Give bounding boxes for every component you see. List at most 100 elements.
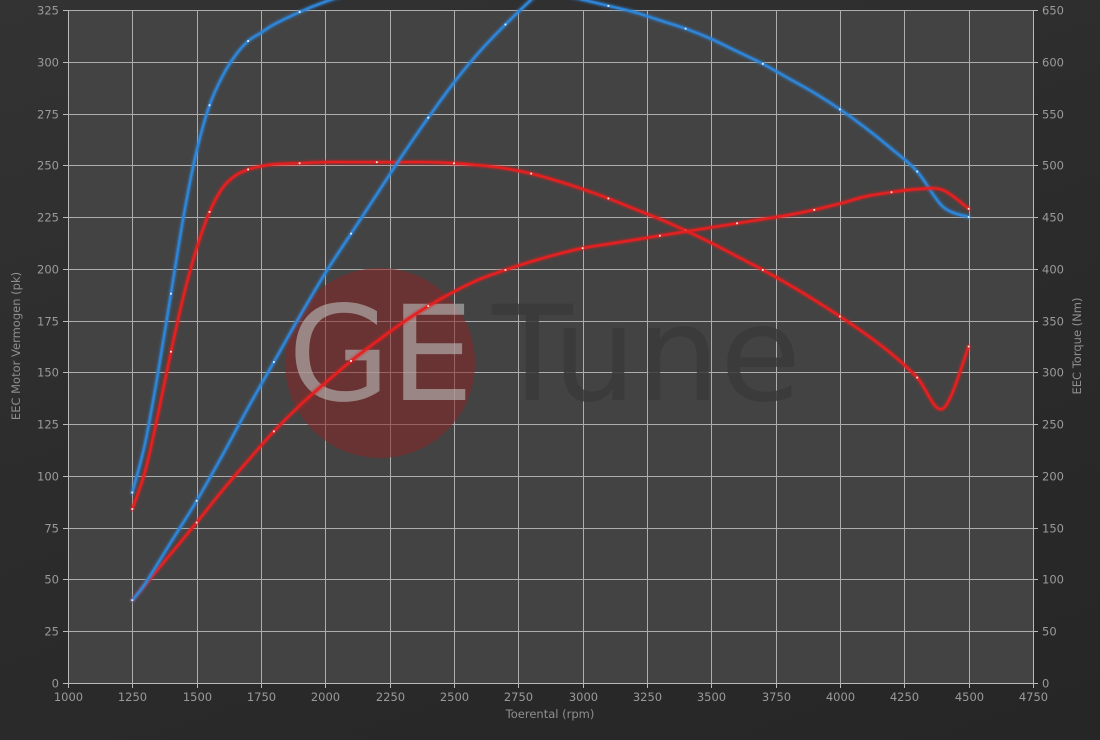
x-tick-label: 3250: [633, 690, 662, 704]
data-point-marker: [208, 104, 211, 107]
y-tick-label: 325: [37, 4, 59, 18]
data-point-marker: [195, 521, 198, 524]
data-point-marker: [453, 162, 455, 165]
x-tick-label: 1750: [247, 690, 276, 704]
data-point-marker: [195, 499, 198, 502]
y-tick-label: 100: [37, 470, 59, 484]
y-tick-label: 275: [37, 108, 59, 122]
data-point-marker: [839, 315, 841, 318]
watermark-primary-text: GE: [288, 278, 474, 432]
axes: [63, 10, 1038, 688]
y2-tick-label: 400: [1042, 263, 1064, 277]
data-point-marker: [607, 197, 610, 200]
x-tick-label: 1250: [118, 690, 147, 704]
x-tick-label: 4000: [826, 690, 855, 704]
data-point-marker: [170, 292, 172, 295]
data-point-marker: [839, 108, 841, 111]
data-point-marker: [131, 508, 134, 510]
series-curves: [128, 0, 973, 604]
data-point-marker: [530, 172, 533, 175]
x-tick-label: 2000: [311, 690, 340, 704]
data-point-marker: [375, 161, 378, 164]
data-point-marker: [298, 162, 301, 165]
data-point-marker: [131, 491, 134, 494]
y-tick-label: 150: [37, 366, 59, 380]
data-point-marker: [916, 170, 919, 173]
watermark: Tune GE: [285, 268, 801, 458]
x-tick-label: 3750: [762, 690, 791, 704]
y2-tick-label: 150: [1042, 522, 1064, 536]
y2-tick-label: 50: [1042, 625, 1057, 639]
data-point-marker: [131, 599, 134, 602]
y-tick-label: 225: [37, 211, 59, 225]
data-point-marker: [504, 23, 507, 26]
data-point-marker: [684, 27, 687, 30]
series-line: [131, 161, 970, 511]
data-point-marker: [427, 116, 430, 119]
watermark-secondary-text: Tune: [491, 278, 801, 432]
data-point-marker: [967, 207, 970, 210]
watermark-circle: [285, 268, 475, 458]
data-point-marker: [581, 247, 584, 250]
series-line: [131, 187, 970, 602]
data-point-marker: [427, 305, 430, 308]
data-point-marker: [350, 232, 352, 235]
y-tick-label: 50: [44, 573, 59, 587]
data-point-marker: [761, 62, 764, 65]
y-tick-label: 200: [37, 263, 59, 277]
data-point-marker: [208, 211, 211, 213]
x-tick-label: 1500: [183, 690, 212, 704]
data-point-marker: [272, 361, 275, 363]
x-tick-label: 2250: [376, 690, 405, 704]
y-tick-label: 0: [52, 677, 59, 691]
y2-axis-title: EEC Torque (Nm): [1070, 298, 1084, 395]
x-tick-label: 2750: [504, 690, 533, 704]
data-point-marker: [967, 345, 970, 348]
x-axis-title: Toerental (rpm): [505, 707, 595, 721]
data-point-marker: [967, 216, 970, 218]
data-point-marker: [247, 40, 250, 42]
y2-tick-label: 500: [1042, 159, 1064, 173]
y-axis-title: EEC Motor Vermogen (pk): [9, 272, 23, 420]
y2-tick-label: 550: [1042, 108, 1064, 122]
data-point-marker: [504, 268, 507, 271]
data-point-marker: [298, 11, 301, 13]
data-point-marker: [350, 360, 352, 362]
x-tick-label: 4500: [955, 690, 984, 704]
y-tick-label: 250: [37, 159, 59, 173]
data-point-marker: [761, 268, 764, 271]
y-tick-label: 125: [37, 418, 59, 432]
x-tick-label: 4250: [890, 690, 919, 704]
y-tick-label: 175: [37, 315, 59, 329]
x-tick-label: 3500: [697, 690, 726, 704]
y2-tick-label: 0: [1042, 677, 1049, 691]
y-tick-label: 300: [37, 56, 59, 70]
y-tick-label: 75: [44, 522, 59, 536]
y2-tick-label: 600: [1042, 56, 1064, 70]
plot-area-background: [68, 10, 1033, 683]
x-tick-label: 3000: [569, 690, 598, 704]
y2-tick-label: 350: [1042, 315, 1064, 329]
y2-tick-label: 300: [1042, 366, 1064, 380]
y2-tick-label: 250: [1042, 418, 1064, 432]
y2-tick-label: 650: [1042, 4, 1064, 18]
gridlines: [68, 10, 1034, 684]
x-tick-label: 2500: [440, 690, 469, 704]
tick-labels: 0255075100125150175200225250275300325050…: [37, 4, 1064, 705]
y-tick-label: 25: [44, 625, 59, 639]
y2-tick-label: 100: [1042, 573, 1064, 587]
data-point-marker: [607, 4, 610, 7]
y2-tick-label: 450: [1042, 211, 1064, 225]
x-tick-label: 4750: [1019, 690, 1048, 704]
data-point-marker: [170, 350, 172, 353]
data-point-marker: [658, 234, 661, 237]
x-tick-label: 1000: [54, 690, 83, 704]
y2-tick-label: 200: [1042, 470, 1064, 484]
data-point-marker: [736, 222, 738, 225]
data-point-marker: [247, 168, 250, 171]
data-point-marker: [890, 191, 893, 194]
series-line: [131, 0, 533, 602]
data-point-marker: [813, 208, 816, 211]
